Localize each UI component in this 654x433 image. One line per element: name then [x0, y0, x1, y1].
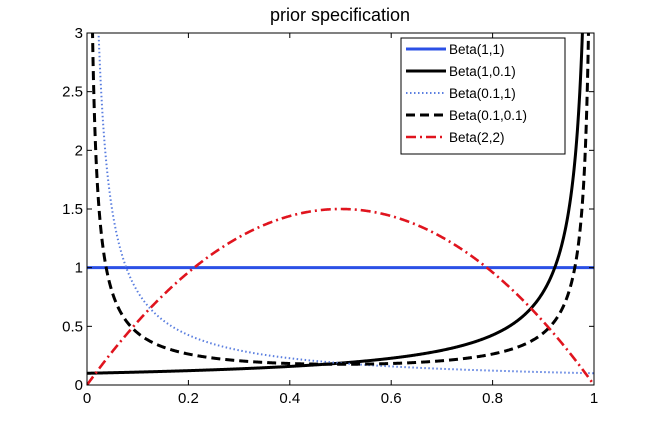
y-tick-label: 0.5: [62, 318, 83, 335]
series-line-5: [87, 207, 594, 385]
x-tick-label: 0.4: [279, 390, 300, 407]
y-tick-label: 3: [75, 25, 83, 42]
x-tick-label: 0: [83, 390, 91, 407]
x-tick-label: 0.8: [482, 390, 503, 407]
chart-title: prior specification: [270, 5, 410, 25]
y-tick-label: 2: [75, 142, 83, 159]
legend: Beta(1,1) Beta(1,0.1) Beta(0.1,1) Beta(0.1,…: [400, 37, 566, 155]
x-tick-label: 1: [590, 390, 598, 407]
y-tick-label: 1.5: [62, 201, 83, 218]
x-tick-label: 0.6: [381, 390, 402, 407]
legend-label-3: Beta(0.1,1): [449, 86, 516, 101]
x-tick-label: 0.2: [178, 390, 199, 407]
legend-label-4: Beta(0.1,0.1): [449, 108, 527, 123]
y-tick-label: 0: [75, 377, 83, 394]
tick-layer: 0 0.2 0.4 0.6 0.8 1 0 0.5 1 1.5 2 2.5 3: [62, 25, 598, 407]
legend-label-5: Beta(2,2): [449, 130, 505, 145]
y-tick-label: 2.5: [62, 84, 83, 101]
y-tick-label: 1: [75, 260, 83, 277]
legend-box: [400, 37, 566, 155]
legend-label-1: Beta(1,1): [449, 42, 505, 57]
legend-label-2: Beta(1,0.1): [449, 64, 516, 79]
series-layer: [87, 33, 594, 385]
series-line-4: [91, 33, 590, 366]
